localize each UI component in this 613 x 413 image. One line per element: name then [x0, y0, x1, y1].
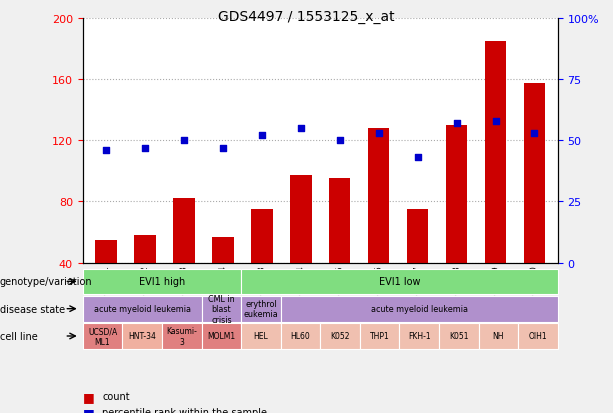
Text: acute myeloid leukemia: acute myeloid leukemia: [371, 304, 468, 313]
Text: EVI1 high: EVI1 high: [139, 277, 185, 287]
Text: disease state: disease state: [0, 304, 65, 314]
Bar: [290, 176, 311, 324]
Text: OIH1: OIH1: [529, 332, 547, 341]
Point: [257, 133, 267, 139]
Text: K052: K052: [330, 332, 350, 341]
Text: ■: ■: [83, 406, 94, 413]
Text: UCSD/A
ML1: UCSD/A ML1: [88, 327, 117, 346]
Text: erythrol
eukemia: erythrol eukemia: [243, 299, 278, 318]
Point: [452, 121, 462, 127]
Bar: [485, 42, 506, 324]
Text: ■: ■: [83, 390, 94, 403]
Text: K051: K051: [449, 332, 468, 341]
Point: [335, 138, 345, 144]
Text: cell line: cell line: [0, 331, 38, 341]
Point: [374, 130, 384, 137]
Bar: [251, 210, 273, 324]
Text: genotype/variation: genotype/variation: [0, 277, 93, 287]
Bar: [446, 126, 467, 324]
Text: EVI1 low: EVI1 low: [379, 277, 421, 287]
Bar: [134, 235, 156, 324]
Text: CML in
blast
crisis: CML in blast crisis: [208, 294, 235, 324]
Point: [413, 154, 422, 161]
Bar: [96, 240, 117, 324]
Point: [296, 125, 306, 132]
Bar: [212, 237, 234, 324]
Text: HL60: HL60: [291, 332, 310, 341]
Point: [490, 118, 500, 125]
Text: count: count: [102, 392, 130, 401]
Bar: [329, 179, 351, 324]
Text: percentile rank within the sample: percentile rank within the sample: [102, 407, 267, 413]
Text: Kasumi-
3: Kasumi- 3: [166, 327, 197, 346]
Point: [179, 138, 189, 144]
Text: HNT-34: HNT-34: [128, 332, 156, 341]
Point: [530, 130, 539, 137]
Text: GDS4497 / 1553125_x_at: GDS4497 / 1553125_x_at: [218, 10, 395, 24]
Bar: [173, 199, 195, 324]
Text: THP1: THP1: [370, 332, 389, 341]
Text: HEL: HEL: [254, 332, 268, 341]
Text: MOLM1: MOLM1: [207, 332, 235, 341]
Text: NH: NH: [493, 332, 504, 341]
Text: acute myeloid leukemia: acute myeloid leukemia: [94, 304, 191, 313]
Bar: [368, 128, 389, 324]
Bar: [407, 210, 428, 324]
Text: FKH-1: FKH-1: [408, 332, 430, 341]
Point: [218, 145, 228, 152]
Bar: [524, 84, 545, 324]
Point: [140, 145, 150, 152]
Point: [101, 147, 111, 154]
